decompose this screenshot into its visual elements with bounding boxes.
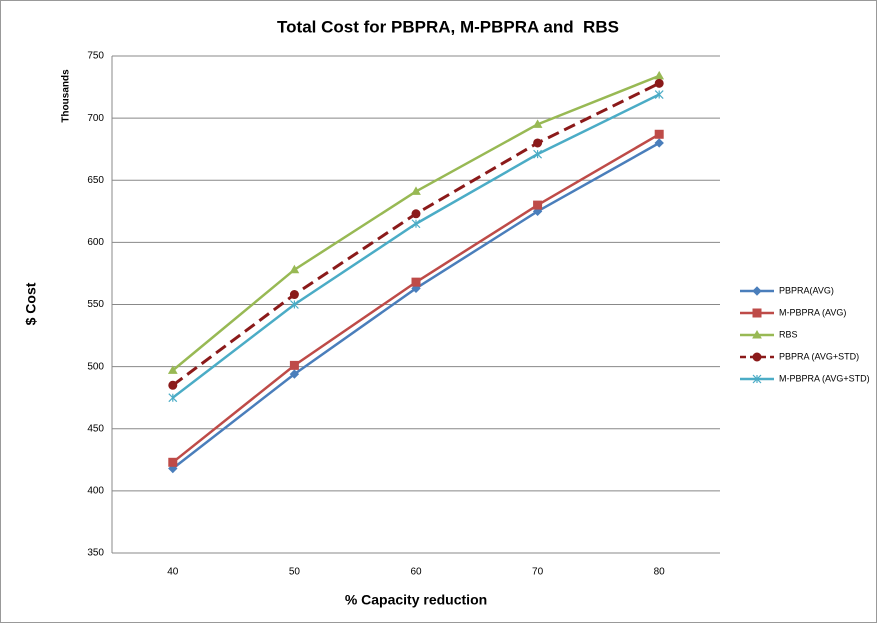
y-tick-label: 600 <box>87 237 104 248</box>
x-tick-label: 60 <box>410 567 422 578</box>
marker <box>411 219 421 229</box>
marker <box>411 277 421 287</box>
marker <box>411 209 421 219</box>
marker <box>752 374 762 384</box>
marker <box>533 149 543 159</box>
marker <box>168 457 178 467</box>
legend-text: M-PBPRA (AVG+STD) <box>779 373 870 383</box>
marker <box>167 365 178 374</box>
marker <box>533 200 543 210</box>
marker <box>752 329 762 339</box>
marker <box>654 129 664 139</box>
y-tick-label: 350 <box>87 548 104 559</box>
y-tick-label: 750 <box>87 51 104 62</box>
marker <box>654 90 664 99</box>
marker <box>289 369 300 379</box>
legend-text: M-PBPRA (AVG) <box>779 307 846 317</box>
marker <box>752 352 762 362</box>
marker <box>654 138 664 148</box>
legend-text: RBS <box>779 329 798 339</box>
marker <box>168 380 178 390</box>
y-tick-label: 400 <box>87 486 104 497</box>
x-tick-label: 40 <box>167 567 179 578</box>
legend-text: PBPRA(AVG) <box>779 285 834 295</box>
marker <box>532 119 543 128</box>
x-axis-title: % Capacity reduction <box>345 592 487 608</box>
marker <box>752 308 762 318</box>
marker <box>752 286 762 296</box>
marker <box>411 186 421 195</box>
x-tick-label: 50 <box>289 567 301 578</box>
x-tick-label: 70 <box>532 567 544 578</box>
y-units-label: Thousands <box>61 69 72 123</box>
marker <box>289 300 299 309</box>
marker <box>533 138 543 148</box>
y-tick-label: 650 <box>87 175 104 186</box>
y-tick-label: 500 <box>87 361 104 372</box>
marker <box>289 290 299 300</box>
y-tick-label: 550 <box>87 299 104 310</box>
marker <box>289 264 300 274</box>
chart-title: Total Cost for PBPRA, M-PBPRA and RBS <box>277 17 619 36</box>
marker <box>168 393 178 403</box>
x-tick-label: 80 <box>654 567 666 578</box>
y-tick-label: 700 <box>87 113 104 124</box>
legend-text: PBPRA (AVG+STD) <box>779 351 859 361</box>
y-axis-title: $ Cost <box>23 282 39 325</box>
y-tick-label: 450 <box>87 423 104 434</box>
marker <box>654 78 664 88</box>
marker <box>289 360 299 370</box>
